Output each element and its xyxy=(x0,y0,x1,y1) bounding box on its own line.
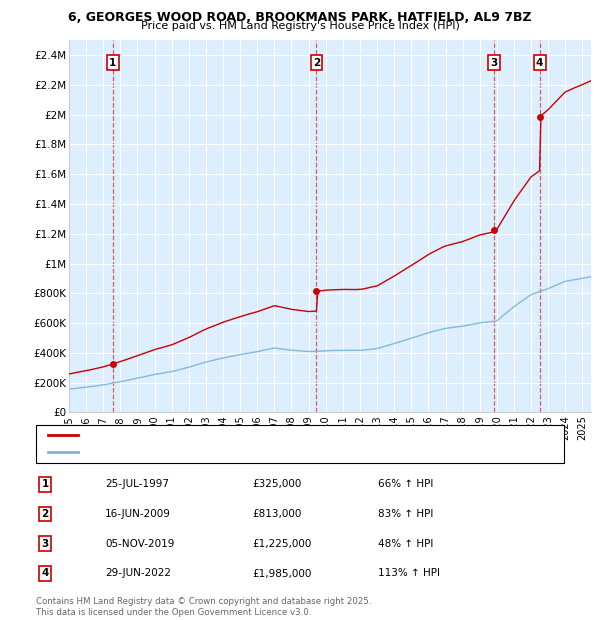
Text: 3: 3 xyxy=(491,58,498,68)
Text: 83% ↑ HPI: 83% ↑ HPI xyxy=(378,509,433,519)
Text: 16-JUN-2009: 16-JUN-2009 xyxy=(105,509,171,519)
Text: 1: 1 xyxy=(109,58,116,68)
Text: £1,225,000: £1,225,000 xyxy=(252,539,311,549)
Text: 2: 2 xyxy=(41,509,49,519)
Text: 3: 3 xyxy=(41,539,49,549)
Text: 4: 4 xyxy=(41,569,49,578)
Text: 6, GEORGES WOOD ROAD, BROOKMANS PARK, HATFIELD, AL9 7BZ: 6, GEORGES WOOD ROAD, BROOKMANS PARK, HA… xyxy=(68,11,532,24)
Text: 6, GEORGES WOOD ROAD, BROOKMANS PARK, HATFIELD, AL9 7BZ (detached house): 6, GEORGES WOOD ROAD, BROOKMANS PARK, HA… xyxy=(84,430,500,440)
Text: 66% ↑ HPI: 66% ↑ HPI xyxy=(378,479,433,489)
Text: Contains HM Land Registry data © Crown copyright and database right 2025.
This d: Contains HM Land Registry data © Crown c… xyxy=(36,598,371,617)
Text: Price paid vs. HM Land Registry's House Price Index (HPI): Price paid vs. HM Land Registry's House … xyxy=(140,21,460,31)
Text: £1,985,000: £1,985,000 xyxy=(252,569,311,578)
Text: £813,000: £813,000 xyxy=(252,509,301,519)
Text: 113% ↑ HPI: 113% ↑ HPI xyxy=(378,569,440,578)
Text: 25-JUL-1997: 25-JUL-1997 xyxy=(105,479,169,489)
Text: HPI: Average price, detached house, Welwyn Hatfield: HPI: Average price, detached house, Welw… xyxy=(84,448,344,458)
Text: 2: 2 xyxy=(313,58,320,68)
Text: 1: 1 xyxy=(41,479,49,489)
Text: 48% ↑ HPI: 48% ↑ HPI xyxy=(378,539,433,549)
Text: 29-JUN-2022: 29-JUN-2022 xyxy=(105,569,171,578)
Text: 05-NOV-2019: 05-NOV-2019 xyxy=(105,539,175,549)
Text: 4: 4 xyxy=(536,58,543,68)
Text: £325,000: £325,000 xyxy=(252,479,301,489)
